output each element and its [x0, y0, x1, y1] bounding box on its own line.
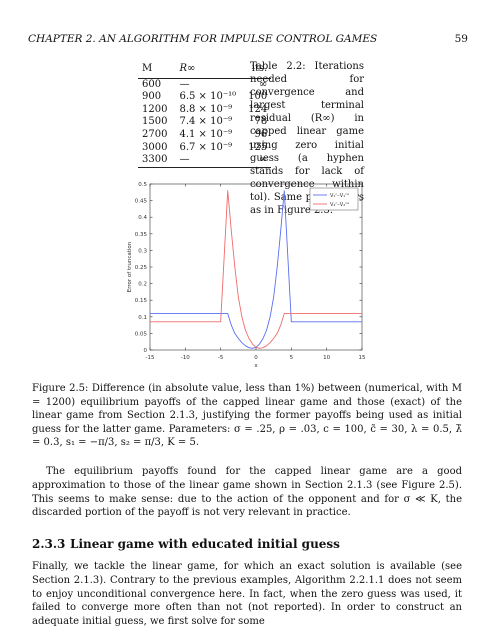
cell-m: 900	[142, 91, 162, 103]
chapter-title: CHAPTER 2. AN ALGORITHM FOR IMPULSE CONT…	[28, 33, 378, 45]
x-tick-label: 15	[359, 355, 366, 361]
page-number: 59	[454, 33, 468, 45]
cell-m: 1200	[142, 103, 168, 115]
iterations-table: M R∞ its. 600 — ∞ 900 6.5 × 10⁻¹⁰ 100 1200 8.…	[138, 63, 272, 168]
y-tick-label: 0.25	[135, 265, 148, 271]
cell-its: 96	[254, 128, 268, 140]
table-caption: Table 2.2: Iterations needed for converg…	[250, 61, 364, 217]
y-tick-label: 0.2	[138, 282, 147, 288]
cell-residual: —	[179, 78, 190, 90]
cell-its: 124	[248, 103, 268, 115]
cell-its: 100	[248, 91, 268, 103]
table-row: 600 — ∞	[138, 78, 271, 91]
cell-residual: —	[179, 154, 190, 166]
table-row: 1500 7.4 × 10⁻⁹ 78	[138, 116, 271, 129]
x-tick-label: -15	[146, 355, 155, 361]
cell-m: 1500	[142, 116, 168, 128]
cell-its: 78	[254, 116, 268, 128]
body-paragraph: Finally, we tackle the linear game, for …	[32, 561, 462, 628]
section-title: Linear game with educated initial guess	[70, 537, 340, 551]
cell-its: 125	[248, 141, 268, 153]
y-tick-label: 0.15	[135, 298, 148, 304]
cell-residual: 6.5 × 10⁻¹⁰	[179, 91, 237, 103]
legend-label-1: V₁ᶜ–V₁ᶜᵃ	[330, 193, 349, 199]
y-axis-label: Error of truncation	[127, 241, 133, 292]
cell-residual: 8.8 × 10⁻⁹	[179, 103, 233, 115]
x-tick-label: -5	[218, 355, 224, 361]
cell-residual: 4.1 × 10⁻⁹	[179, 128, 233, 140]
cell-residual: 6.7 × 10⁻⁹	[179, 141, 233, 153]
cell-residual: 7.4 × 10⁻⁹	[179, 116, 233, 128]
y-tick-label: 0.35	[135, 232, 148, 238]
x-tick-label: -10	[181, 355, 190, 361]
x-axis-label: x	[254, 363, 258, 369]
col-header-its: its.	[251, 63, 268, 74]
y-tick-label: 0	[144, 348, 148, 354]
error-chart: -15 -10 -5 0 5 10 15 0 0.05 0.1 0.15 0.2 0.25 0.3 0.35…	[127, 182, 366, 369]
series-line-2	[150, 190, 362, 349]
legend-label-2: V₂ᶜ–V₂ᶜᵃ	[330, 202, 349, 208]
cell-m: 3300	[142, 154, 168, 166]
cell-m: 2700	[142, 128, 168, 140]
x-tick-label: 10	[323, 355, 330, 361]
table-row: 2700 4.1 × 10⁻⁹ 96	[138, 129, 271, 142]
y-tick-label: 0.45	[135, 199, 148, 205]
table-header-row: M R∞ its.	[138, 63, 272, 79]
y-tick-label: 0.5	[138, 182, 147, 188]
y-tick-label: 0.1	[138, 315, 147, 321]
y-tick-label: 0.3	[138, 248, 147, 254]
running-header: CHAPTER 2. AN ALGORITHM FOR IMPULSE CONT…	[28, 33, 468, 47]
col-header-residual: R∞	[179, 63, 196, 74]
x-tick-label: 0	[254, 355, 258, 361]
series-line-1	[150, 190, 362, 349]
cell-m: 3000	[142, 141, 168, 153]
cell-its: ∞	[258, 78, 268, 90]
body-paragraph: The equilibrium payoffs found for the ca…	[32, 466, 462, 519]
section-heading: 2.3.3 Linear game with educated initial g…	[32, 537, 340, 551]
cell-its: ∞	[258, 154, 268, 166]
cell-m: 600	[142, 78, 162, 90]
table-row: 3300 — ∞	[138, 154, 272, 168]
table-row: 3000 6.7 × 10⁻⁹ 125	[138, 142, 271, 155]
table-row: 900 6.5 × 10⁻¹⁰ 100	[138, 91, 271, 104]
y-tick-label: 0.4	[138, 215, 147, 221]
table-row: 1200 8.8 × 10⁻⁹ 124	[138, 104, 271, 117]
section-number: 2.3.3	[32, 537, 66, 551]
figure-caption: Figure 2.5: Difference (in absolute valu…	[32, 383, 462, 449]
y-tick-label: 0.05	[135, 331, 148, 337]
col-header-m: M	[142, 63, 153, 74]
legend-box	[309, 187, 359, 211]
x-tick-label: 5	[290, 355, 294, 361]
